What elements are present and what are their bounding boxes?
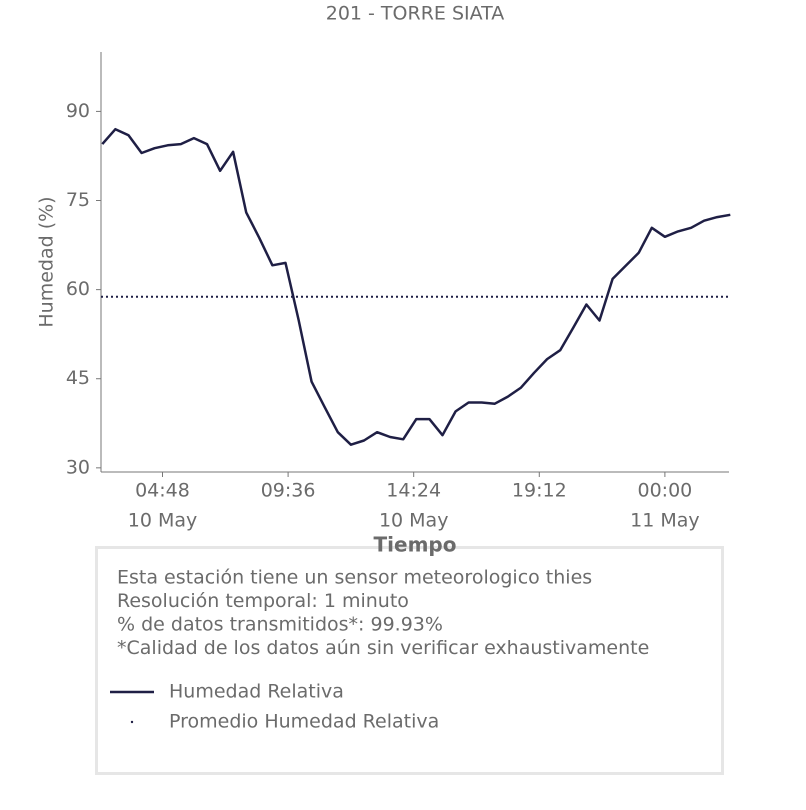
- data-line: [101, 127, 731, 446]
- legend-label: Promedio Humedad Relativa: [169, 711, 439, 733]
- x-tick-label: 19:12: [512, 480, 567, 502]
- y-tick-label: 75: [66, 189, 90, 211]
- x-tick-date: 10 May: [128, 510, 198, 532]
- y-tick-label: 30: [66, 456, 90, 478]
- legend-dot: [130, 720, 134, 724]
- x-tick-label: 00:00: [638, 480, 693, 502]
- chart-title: 201 - TORRE SIATA: [326, 3, 505, 25]
- legend-note: % de datos transmitidos*: 99.93%: [117, 614, 443, 636]
- x-tick-date: 11 May: [630, 510, 700, 532]
- x-tick-label: 14:24: [386, 480, 441, 502]
- legend-note: *Calidad de los datos aún sin verificar …: [117, 637, 649, 659]
- x-tick-label: 04:48: [135, 480, 190, 502]
- legend-note: Resolución temporal: 1 minuto: [117, 590, 409, 612]
- legend-label: Humedad Relativa: [169, 681, 344, 703]
- y-tick-label: 60: [66, 278, 90, 300]
- y-axis-label: Humedad (%): [36, 196, 58, 327]
- legend-box: [95, 546, 724, 775]
- x-axis-label: Tiempo: [374, 533, 457, 557]
- legend-note: Esta estación tiene un sensor meteorolog…: [117, 567, 592, 589]
- y-tick-label: 45: [66, 367, 90, 389]
- y-tick-label: 90: [66, 100, 90, 122]
- x-tick-label: 09:36: [261, 480, 316, 502]
- x-tick-date: 10 May: [379, 510, 449, 532]
